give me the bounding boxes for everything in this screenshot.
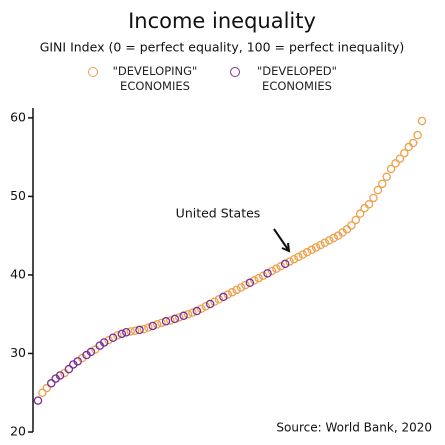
point [400,148,409,158]
point [86,347,96,357]
point [311,243,321,252]
point [130,326,140,335]
point [135,325,144,335]
point [307,245,316,255]
point [254,273,263,283]
annotation-arrow [273,228,291,253]
point [55,371,65,380]
point [408,138,418,148]
point [219,292,228,302]
point [276,262,286,271]
point [378,179,387,189]
point [404,142,414,152]
point [64,364,74,374]
point [38,388,47,397]
point [320,238,330,247]
point [170,314,180,324]
point [245,278,255,288]
legend-item: "DEVELOPING" ECONOMIES [88,64,207,94]
y-tick-label: 50 [10,188,26,203]
point [152,320,162,329]
point [236,283,246,292]
point [205,299,215,309]
point [117,329,127,339]
point [267,266,277,276]
point [351,215,361,225]
point [386,164,396,174]
y-tick-label: 40 [10,266,26,281]
point [347,221,356,230]
point [272,264,281,273]
y-tick-label: 20 [10,424,26,439]
point [316,240,325,250]
point [201,302,210,311]
point [210,297,219,306]
legend-label: "DEVELOPED" ECONOMIES [257,64,337,93]
legend-item: "DEVELOPED" ECONOMIES [230,64,349,94]
point [174,313,184,322]
annotation: United States [176,206,261,221]
point [241,280,250,290]
point [391,159,400,168]
point [373,185,383,195]
y-tick-label: 60 [10,109,26,124]
point [33,396,43,405]
point [166,316,175,325]
point [329,233,338,243]
point [294,252,303,262]
y-tick-label: 30 [10,345,26,360]
legend-label: "DEVELOPING" ECONOMIES [112,64,198,93]
point [108,333,118,343]
point [258,271,268,280]
point [302,247,312,257]
point [73,357,82,366]
point [325,236,334,245]
point [113,331,122,340]
point [122,328,131,337]
point [369,193,378,203]
point [395,154,405,163]
point [413,130,422,140]
point [223,290,233,299]
point [42,383,52,393]
point [417,116,427,126]
chart-subtitle: GINI Index (0 = perfect equality, 100 = … [40,40,405,55]
point [148,321,158,331]
point [144,323,153,332]
point [161,317,171,326]
point [289,254,299,264]
point [298,250,308,259]
point [250,276,259,285]
point [139,324,149,334]
point [227,287,237,297]
point [232,285,241,295]
point [285,257,294,266]
point [355,209,365,218]
point [157,318,166,328]
legend-marker [230,67,240,77]
chart-title: Income inequality [128,9,316,33]
point [179,311,188,321]
point [382,172,391,182]
point [280,259,290,269]
point [104,335,113,345]
point [364,199,374,209]
point [46,379,56,388]
point [214,295,224,304]
point [192,306,202,316]
point [126,327,135,336]
legend-marker [88,67,98,77]
point [183,309,193,319]
point [197,304,206,313]
point [360,203,369,213]
point [263,269,272,278]
point [188,308,197,317]
source: Source: World Bank, 2020 [276,421,432,435]
point [99,338,109,347]
